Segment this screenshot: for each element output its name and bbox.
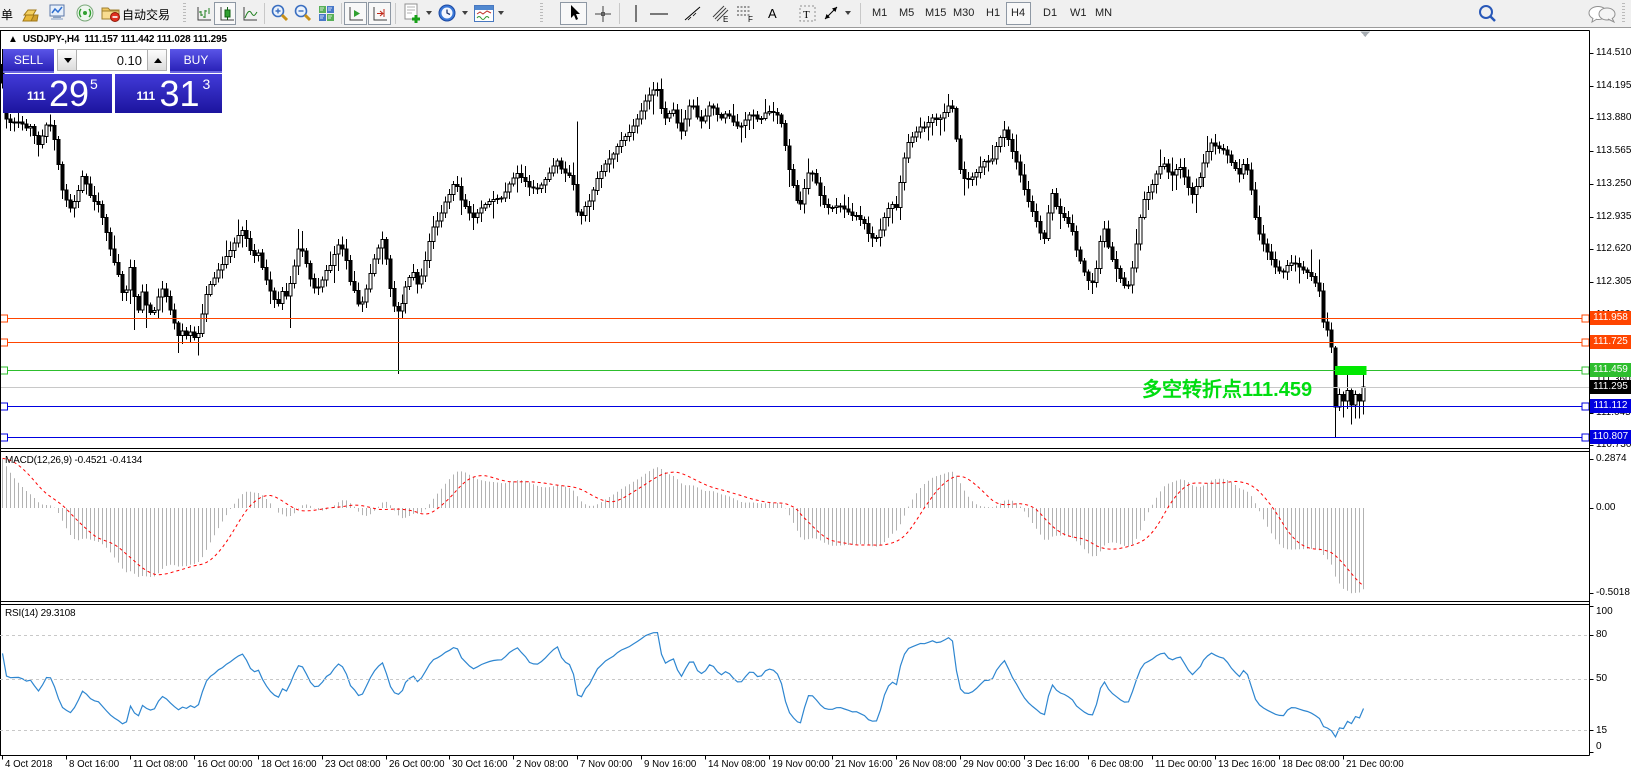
svg-text:F: F (748, 15, 753, 23)
svg-text:E: E (723, 15, 728, 23)
svg-text:T: T (803, 9, 810, 21)
